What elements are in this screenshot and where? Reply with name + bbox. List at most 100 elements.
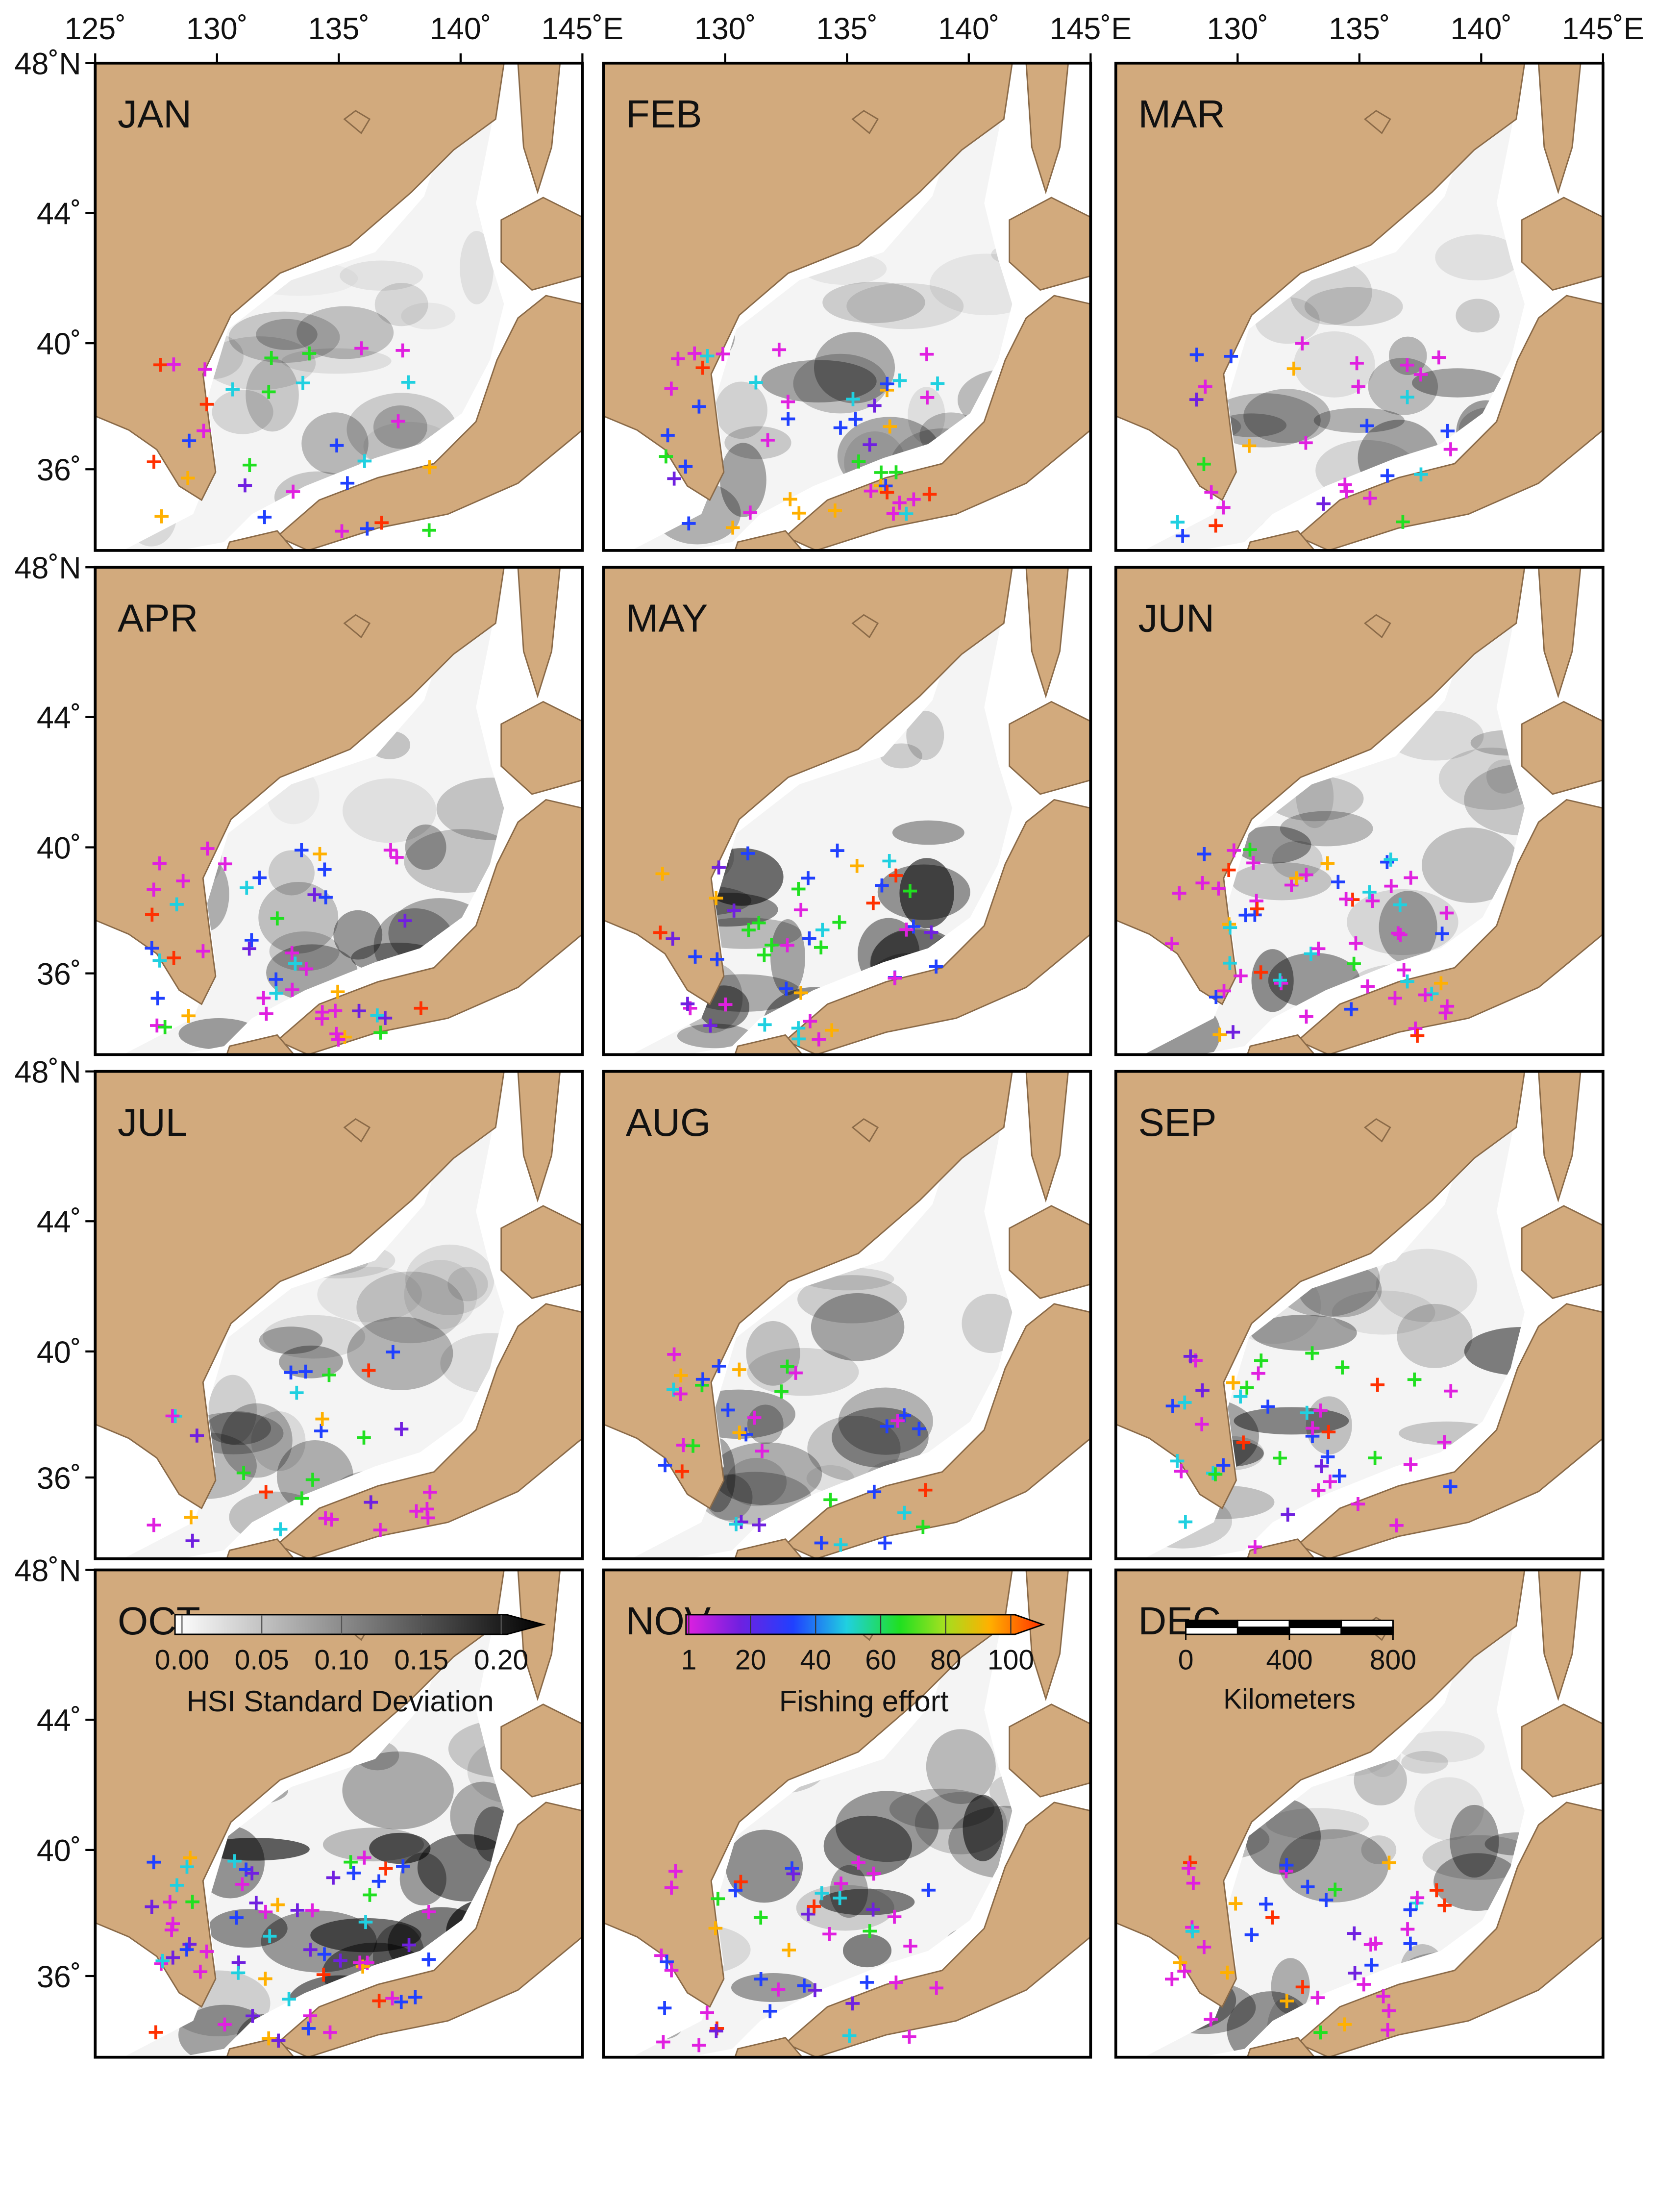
effort-cross [832,915,846,929]
effort-cross [182,433,197,448]
effort-cross [1313,2025,1328,2040]
effort-cross [290,1903,305,1918]
hsi-blob [1304,287,1403,326]
effort-cross [897,1505,912,1520]
effort-cross [1349,936,1363,951]
effort-cross [1410,1028,1425,1043]
effort-cross [147,882,161,897]
scale-tick-label: 800 [1370,1644,1416,1676]
effort-cross [183,1851,198,1865]
hsi-blob [1313,408,1405,433]
hsi-blob [929,253,1013,316]
effort-cross [1250,901,1264,916]
effort-cross [1234,969,1248,983]
hsi-blob [460,230,494,304]
effort-cross [1286,361,1301,376]
effort-cross [661,428,675,443]
lon-label: 125˚ [64,12,126,46]
effort-cross [815,1886,829,1901]
effort-cross [1280,1994,1294,2008]
effort-cross [166,1951,180,1965]
lon-label: 135˚ [308,12,370,46]
hsi-blob [199,1838,310,1861]
effort-cross [678,459,693,474]
effort-cross [834,1876,848,1891]
effort-cross [1350,356,1364,371]
land [784,1303,1091,1560]
effort-cross [807,1899,821,1914]
panel-frame [602,566,1092,1056]
effort-cross [793,902,808,917]
hsi-blob [1243,389,1331,444]
effort-cross [236,1466,251,1480]
effort-cross [1195,1383,1210,1398]
effort-cross [322,1368,336,1382]
effort-cross [655,867,670,881]
effort-cross [749,375,763,390]
effort-cross [863,437,877,452]
hsi-blob [356,1271,464,1344]
hsi-blob [404,1260,477,1329]
effort-cross [147,454,161,469]
effort-cross [922,487,937,501]
hsi-blob [374,282,428,326]
effort-cross [791,1021,806,1035]
effort-cross [256,991,271,1005]
effort-cross [1320,856,1335,871]
effort-cross [889,868,903,883]
month-label: MAY [626,597,708,640]
effort-cross [1403,1936,1418,1951]
hsi-blob [317,1266,422,1323]
effort-cross [786,1867,800,1881]
effort-cross [185,1533,200,1548]
effort-cross [282,1992,296,2006]
effort-cross [386,1345,400,1359]
effort-cross [1438,1006,1453,1020]
effort-cross [656,2035,670,2049]
scale-tick-label: 0 [1178,1644,1194,1676]
hsi-blob [301,412,369,475]
effort-cross [892,373,907,388]
lon-label: 140˚ [938,12,1000,46]
effort-cross [1208,1467,1223,1481]
effort-tick-label: 1 [681,1644,697,1676]
effort-cross [751,916,766,930]
effort-cross [890,1413,905,1428]
month-label: APR [118,597,198,640]
effort-cross [1391,926,1406,940]
effort-cross [1304,947,1318,961]
effort-cross [1226,1376,1240,1390]
effort-cross [1259,1897,1273,1911]
hsi-blob [1332,1290,1435,1335]
effort-cross [801,1907,815,1921]
effort-cross [1165,1399,1180,1413]
effort-cross [218,2017,232,2032]
month-label: FEB [626,92,702,136]
effort-cross [196,944,210,958]
effort-cross [1443,1384,1458,1398]
effort-cross [1400,974,1414,989]
effort-cross [154,509,169,524]
effort-cross [167,951,181,965]
effort-cross [886,506,901,521]
effort-cross [180,1859,194,1874]
scale-segment [1185,1619,1238,1628]
effort-cross [1177,1395,1192,1410]
effort-cross [373,1026,388,1040]
effort-cross [1393,927,1408,942]
hsi-blob [880,743,922,769]
effort-cross [1220,1965,1235,1980]
effort-cross [360,522,374,536]
effort-cross [394,1422,409,1436]
effort-cross [710,952,724,967]
scale-tick-label: 400 [1266,1644,1312,1676]
effort-cross [692,2038,706,2053]
effort-cross [828,503,842,518]
effort-cross [1204,2012,1218,2027]
effort-cross [741,923,756,937]
effort-cross [774,1384,789,1399]
effort-cross [1295,336,1309,350]
effort-cross [200,841,215,856]
effort-cross [1183,1349,1198,1364]
effort-cross [190,1428,204,1443]
